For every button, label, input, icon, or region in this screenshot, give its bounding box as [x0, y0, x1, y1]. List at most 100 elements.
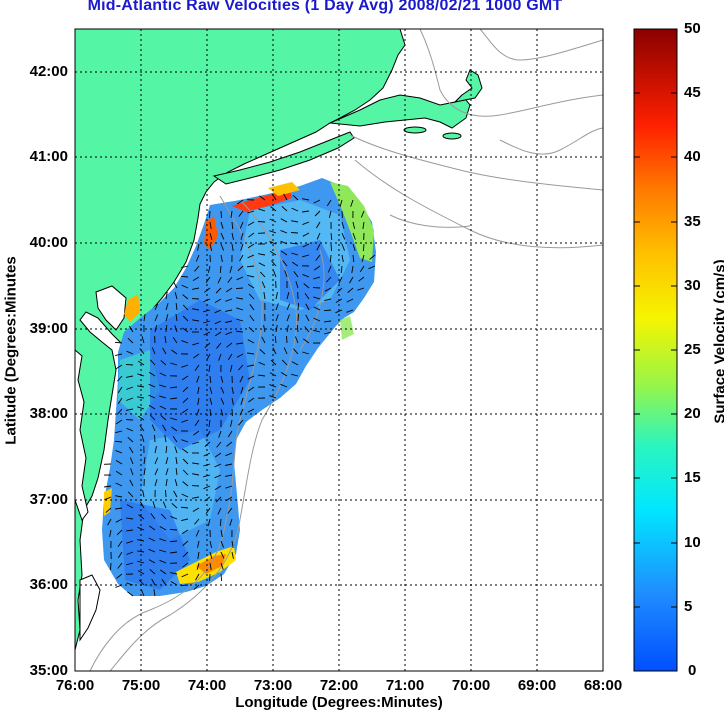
velocity-arrow — [150, 513, 156, 520]
velocity-arrow — [238, 419, 244, 426]
velocity-arrow — [181, 375, 189, 381]
x-tick-label: 71:00 — [385, 677, 425, 694]
velocity-arrow — [236, 276, 244, 281]
velocity-arrow — [214, 320, 222, 325]
velocity-arrow — [165, 303, 169, 311]
slow-core — [120, 500, 190, 590]
velocity-arrow — [126, 562, 134, 566]
velocity-arrow — [291, 373, 299, 377]
velocity-arrow — [149, 414, 156, 421]
velocity-arrow — [237, 265, 244, 272]
velocity-arrow — [192, 507, 200, 512]
velocity-arrow — [164, 336, 167, 344]
velocity-arrow — [115, 460, 123, 465]
velocity-arrow — [174, 292, 178, 300]
velocity-arrow — [194, 265, 200, 272]
velocity-arrow — [325, 276, 332, 283]
velocity-arrow — [339, 199, 343, 207]
velocity-arrow — [315, 254, 321, 261]
map-layers — [75, 29, 603, 671]
velocity-arrow — [302, 198, 310, 201]
velocity-arrow — [220, 408, 224, 416]
velocity-arrow — [137, 406, 145, 410]
velocity-arrow — [140, 589, 145, 597]
velocity-arrow — [165, 479, 168, 487]
teal-patch — [118, 350, 160, 420]
velocity-arrow — [195, 573, 200, 581]
velocity-arrow — [207, 518, 211, 526]
velocity-arrow — [192, 319, 200, 322]
velocity-arrow — [235, 330, 244, 333]
x-tick-label: 76:00 — [55, 677, 95, 694]
velocity-arrow — [182, 458, 189, 465]
velocity-arrow — [302, 254, 310, 258]
x-axis-label: Longitude (Degrees:Minutes) — [235, 694, 443, 711]
velocity-arrow — [263, 292, 266, 300]
velocity-arrow — [180, 275, 189, 278]
velocity-arrow — [275, 292, 278, 300]
velocity-arrow — [302, 351, 310, 355]
velocity-arrow — [283, 193, 288, 201]
velocity-arrow — [261, 336, 266, 344]
velocity-arrow — [225, 496, 233, 502]
velocity-arrow — [231, 540, 234, 548]
velocity-arrow — [305, 314, 310, 322]
velocity-arrow — [165, 468, 169, 476]
velocity-arrow — [162, 347, 167, 355]
velocity-arrow — [174, 479, 178, 487]
velocity-arrow — [159, 526, 167, 531]
x-tick-label: 72:00 — [319, 677, 359, 694]
velocity-arrow — [214, 331, 222, 337]
velocity-arrow — [116, 529, 123, 536]
velocity-arrow — [193, 430, 200, 436]
velocity-arrow — [214, 474, 222, 479]
velocity-arrow — [246, 265, 255, 268]
velocity-arrow — [270, 359, 277, 366]
velocity-arrow — [154, 457, 159, 465]
velocity-arrow — [214, 452, 222, 458]
velocity-arrow — [286, 303, 291, 311]
colorbar — [633, 28, 678, 672]
velocity-arrow — [148, 548, 156, 553]
velocity-arrow — [127, 591, 134, 597]
velocity-arrow — [115, 419, 123, 425]
velocity-arrow — [175, 468, 178, 476]
velocity-arrow — [170, 362, 178, 366]
long-island — [212, 131, 355, 185]
velocity-arrow — [170, 397, 178, 400]
velocity-arrow — [225, 331, 233, 336]
velocity-arrow — [197, 397, 200, 405]
pamlico-sound — [79, 574, 101, 642]
velocity-arrow — [148, 394, 156, 399]
velocity-arrow — [110, 562, 112, 571]
velocity-arrow — [248, 232, 255, 238]
velocity-arrow — [269, 230, 277, 234]
lat-lon-grid — [75, 29, 603, 671]
velocity-arrow — [115, 449, 123, 454]
velocity-arrow — [220, 573, 223, 582]
velocity-arrow — [194, 364, 200, 371]
velocity-arrow — [225, 463, 233, 466]
velocity-arrow — [225, 287, 233, 293]
velocity-arrow — [154, 446, 157, 454]
land-mass — [75, 29, 406, 651]
velocity-arrow — [165, 457, 169, 465]
colorbar-tick-label: 15 — [684, 469, 701, 486]
velocity-arrow — [115, 482, 123, 487]
velocity-arrow — [216, 441, 222, 448]
velocity-arrow — [280, 218, 288, 223]
velocity-arrow — [291, 361, 299, 366]
velocity-arrow — [324, 331, 332, 335]
velocity-arrow — [117, 408, 123, 415]
velocity-arrow — [181, 408, 189, 414]
velocity-arrow — [143, 468, 146, 476]
velocity-arrow — [280, 372, 288, 377]
velocity-arrow — [341, 221, 345, 229]
velocity-arrow — [216, 342, 222, 349]
velocity-arrow — [214, 298, 222, 303]
velocity-arrow — [170, 417, 178, 421]
velocity-arrow — [209, 210, 211, 219]
hot-spot-ny — [268, 182, 300, 196]
velocity-arrow — [236, 318, 244, 322]
velocity-arrow — [151, 347, 156, 355]
